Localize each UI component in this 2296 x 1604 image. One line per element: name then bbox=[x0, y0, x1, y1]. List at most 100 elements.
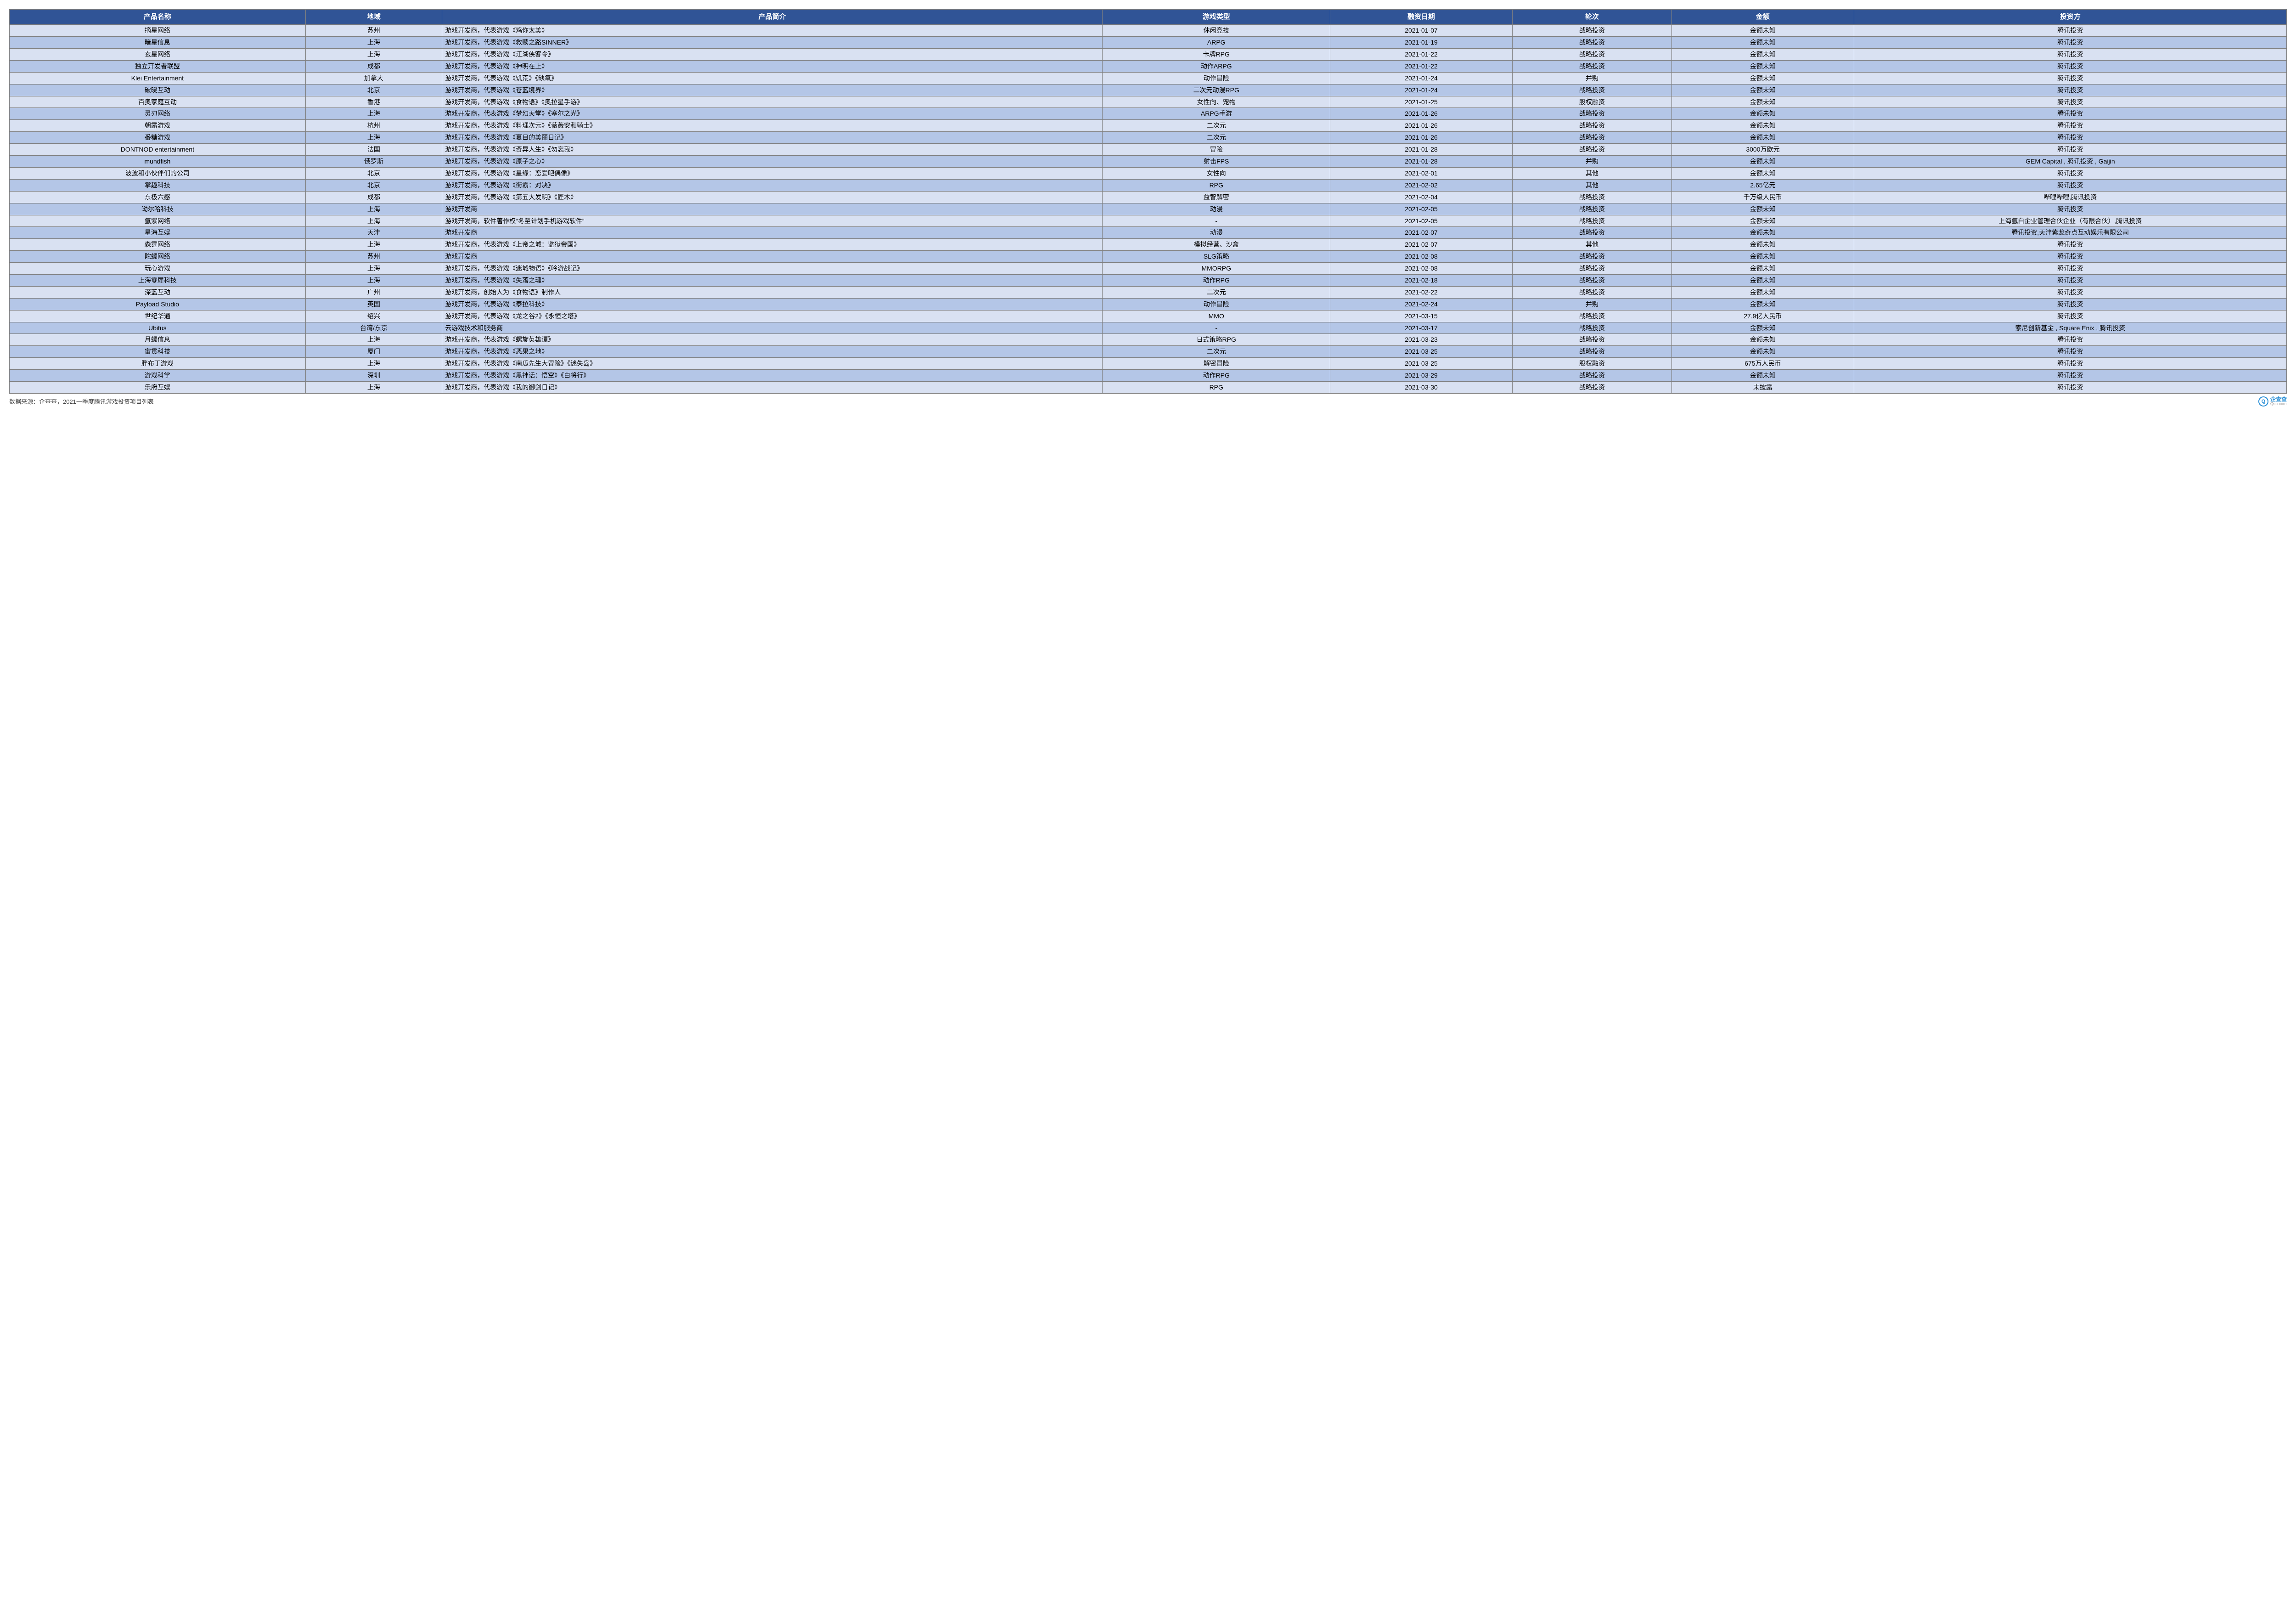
cell-desc: 游戏开发商，代表游戏《螺旋英雄谭》 bbox=[442, 334, 1103, 346]
table-row: 玄星网络上海游戏开发商，代表游戏《江湖侠客令》卡牌RPG2021-01-22战略… bbox=[10, 49, 2287, 61]
cell-region: 上海 bbox=[305, 263, 442, 275]
cell-date: 2021-02-05 bbox=[1330, 203, 1513, 215]
cell-round: 战略投资 bbox=[1512, 132, 1671, 144]
cell-round: 其他 bbox=[1512, 167, 1671, 179]
cell-genre: RPG bbox=[1103, 381, 1330, 393]
cell-name: 掌趣科技 bbox=[10, 179, 306, 191]
cell-round: 并购 bbox=[1512, 72, 1671, 84]
cell-date: 2021-01-26 bbox=[1330, 120, 1513, 132]
table-row: Ubitus台湾/东京云游戏技术和服务商-2021-03-17战略投资金额未知索… bbox=[10, 322, 2287, 334]
cell-name: 宙贯科技 bbox=[10, 346, 306, 358]
cell-desc: 游戏开发商，代表游戏《梦幻天堂》《塞尔之光》 bbox=[442, 108, 1103, 120]
cell-desc: 游戏开发商，代表游戏《星缘：恋爱吧偶像》 bbox=[442, 167, 1103, 179]
cell-amount: 金额未知 bbox=[1672, 84, 1854, 96]
cell-amount: 金额未知 bbox=[1672, 251, 1854, 263]
table-row: 独立开发者联盟成都游戏开发商，代表游戏《神明在上》动作ARPG2021-01-2… bbox=[10, 60, 2287, 72]
cell-date: 2021-03-23 bbox=[1330, 334, 1513, 346]
cell-region: 成都 bbox=[305, 191, 442, 203]
cell-genre: 卡牌RPG bbox=[1103, 49, 1330, 61]
cell-date: 2021-03-25 bbox=[1330, 346, 1513, 358]
cell-desc: 游戏开发商，代表游戏《饥荒》《缺氧》 bbox=[442, 72, 1103, 84]
cell-genre: 二次元 bbox=[1103, 346, 1330, 358]
cell-name: 玄星网络 bbox=[10, 49, 306, 61]
cell-investor: 腾讯投资 bbox=[1854, 120, 2286, 132]
cell-round: 战略投资 bbox=[1512, 381, 1671, 393]
cell-amount: 金额未知 bbox=[1672, 108, 1854, 120]
cell-investor: 腾讯投资 bbox=[1854, 251, 2286, 263]
cell-round: 战略投资 bbox=[1512, 346, 1671, 358]
cell-name: 森霆网络 bbox=[10, 239, 306, 251]
cell-genre: 动作冒险 bbox=[1103, 72, 1330, 84]
cell-round: 战略投资 bbox=[1512, 227, 1671, 239]
cell-genre: 射击FPS bbox=[1103, 156, 1330, 168]
table-row: DONTNOD entertainment法国游戏开发商，代表游戏《奇异人生》《… bbox=[10, 144, 2287, 156]
table-row: 番糖游戏上海游戏开发商，代表游戏《夏目的美丽日记》二次元2021-01-26战略… bbox=[10, 132, 2287, 144]
cell-amount: 金额未知 bbox=[1672, 263, 1854, 275]
cell-desc: 游戏开发商，代表游戏《泰拉科技》 bbox=[442, 298, 1103, 310]
qcc-logo-en: Qcc.com bbox=[2270, 402, 2287, 406]
cell-investor: 上海氩白企业管理合伙企业（有限合伙）,腾讯投资 bbox=[1854, 215, 2286, 227]
cell-investor: 腾讯投资 bbox=[1854, 274, 2286, 286]
cell-desc: 游戏开发商，代表游戏《江湖侠客令》 bbox=[442, 49, 1103, 61]
cell-amount: 金额未知 bbox=[1672, 286, 1854, 298]
cell-name: 暗星信息 bbox=[10, 37, 306, 49]
table-row: 暗星信息上海游戏开发商，代表游戏《救赎之路SINNER》ARPG2021-01-… bbox=[10, 37, 2287, 49]
table-row: 玩心游戏上海游戏开发商，代表游戏《迷城物语》《吟游战记》MMORPG2021-0… bbox=[10, 263, 2287, 275]
cell-name: 游戏科学 bbox=[10, 370, 306, 382]
cell-name: 陀螺网络 bbox=[10, 251, 306, 263]
cell-date: 2021-01-25 bbox=[1330, 96, 1513, 108]
cell-region: 杭州 bbox=[305, 120, 442, 132]
cell-amount: 675万人民币 bbox=[1672, 358, 1854, 370]
cell-region: 俄罗斯 bbox=[305, 156, 442, 168]
cell-investor: 哔哩哔哩,腾讯投资 bbox=[1854, 191, 2286, 203]
cell-investor: 腾讯投资 bbox=[1854, 96, 2286, 108]
cell-amount: 金额未知 bbox=[1672, 167, 1854, 179]
cell-date: 2021-02-04 bbox=[1330, 191, 1513, 203]
cell-investor: 腾讯投资 bbox=[1854, 358, 2286, 370]
cell-name: Ubitus bbox=[10, 322, 306, 334]
cell-name: Payload Studio bbox=[10, 298, 306, 310]
cell-investor: 腾讯投资 bbox=[1854, 370, 2286, 382]
cell-date: 2021-01-28 bbox=[1330, 156, 1513, 168]
col-header-round: 轮次 bbox=[1512, 10, 1671, 25]
cell-amount: 金额未知 bbox=[1672, 239, 1854, 251]
cell-name: 胖布丁游戏 bbox=[10, 358, 306, 370]
col-header-region: 地域 bbox=[305, 10, 442, 25]
cell-name: 深蓝互动 bbox=[10, 286, 306, 298]
cell-date: 2021-01-22 bbox=[1330, 60, 1513, 72]
cell-date: 2021-02-05 bbox=[1330, 215, 1513, 227]
cell-desc: 游戏开发商，代表游戏《我的御剑日记》 bbox=[442, 381, 1103, 393]
cell-investor: 腾讯投资 bbox=[1854, 203, 2286, 215]
cell-investor: 腾讯投资 bbox=[1854, 310, 2286, 322]
cell-date: 2021-02-08 bbox=[1330, 251, 1513, 263]
cell-desc: 游戏开发商，代表游戏《恶果之地》 bbox=[442, 346, 1103, 358]
cell-region: 绍兴 bbox=[305, 310, 442, 322]
cell-genre: 动漫 bbox=[1103, 227, 1330, 239]
cell-round: 其他 bbox=[1512, 179, 1671, 191]
cell-name: 破晓互动 bbox=[10, 84, 306, 96]
source-text: 数据来源：企查查，2021一季度腾讯游戏投资项目列表 bbox=[9, 397, 154, 406]
cell-round: 战略投资 bbox=[1512, 37, 1671, 49]
cell-date: 2021-01-07 bbox=[1330, 25, 1513, 37]
cell-desc: 游戏开发商，代表游戏《神明在上》 bbox=[442, 60, 1103, 72]
cell-investor: GEM Capital , 腾讯投资 , Gaijin bbox=[1854, 156, 2286, 168]
cell-round: 战略投资 bbox=[1512, 144, 1671, 156]
cell-genre: ARPG手游 bbox=[1103, 108, 1330, 120]
cell-region: 上海 bbox=[305, 132, 442, 144]
cell-round: 战略投资 bbox=[1512, 286, 1671, 298]
table-row: 月螺信息上海游戏开发商，代表游戏《螺旋英雄谭》日式策略RPG2021-03-23… bbox=[10, 334, 2287, 346]
table-row: 星海互娱天津游戏开发商动漫2021-02-07战略投资金额未知腾讯投资,天津紫龙… bbox=[10, 227, 2287, 239]
cell-region: 上海 bbox=[305, 334, 442, 346]
cell-date: 2021-01-24 bbox=[1330, 72, 1513, 84]
cell-round: 战略投资 bbox=[1512, 191, 1671, 203]
cell-date: 2021-02-18 bbox=[1330, 274, 1513, 286]
cell-date: 2021-01-26 bbox=[1330, 132, 1513, 144]
cell-desc: 云游戏技术和服务商 bbox=[442, 322, 1103, 334]
cell-genre: - bbox=[1103, 322, 1330, 334]
cell-name: 摘星网络 bbox=[10, 25, 306, 37]
table-row: 东极六感成都游戏开发商，代表游戏《第五大发明》《匠木》益智解密2021-02-0… bbox=[10, 191, 2287, 203]
cell-name: 月螺信息 bbox=[10, 334, 306, 346]
cell-genre: 二次元 bbox=[1103, 286, 1330, 298]
cell-date: 2021-02-07 bbox=[1330, 227, 1513, 239]
cell-desc: 游戏开发商，代表游戏《食物语》《奥拉星手游》 bbox=[442, 96, 1103, 108]
